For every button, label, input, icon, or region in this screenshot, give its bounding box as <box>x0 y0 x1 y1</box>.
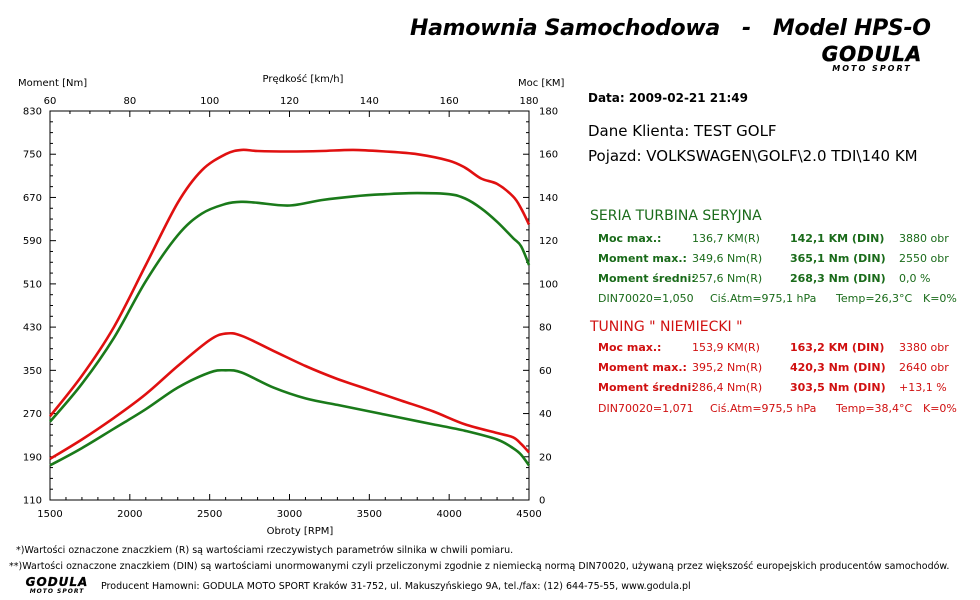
bottom-tick-label: 1500 <box>37 509 62 520</box>
series-group <box>48 148 531 467</box>
left-ticks: 110 190 270 350 430 510 590 670 750 830 <box>23 107 56 507</box>
left-tick-label: 190 <box>23 452 42 463</box>
row-label: Moc max.: <box>598 232 662 245</box>
power-curve-green <box>49 368 531 467</box>
row-extra: +13,1 % <box>899 381 947 394</box>
din-factor: DIN70020=1,050 <box>598 292 694 305</box>
left-tick-label: 750 <box>23 150 42 161</box>
k-factor: K=0% <box>923 402 957 415</box>
atm-pressure: Ciś.Atm=975,5 hPa <box>710 402 817 415</box>
logo-word: GODULA <box>25 575 89 589</box>
serial-section-title: SERIA TURBINA SERYJNA <box>590 208 762 224</box>
logo-sub: MOTO SPORT <box>29 588 85 595</box>
top-tick-label: 60 <box>44 96 57 107</box>
vehicle-name: Pojazd: VOLKSWAGEN\GOLF\2.0 TDI\140 KM <box>588 147 918 165</box>
left-tick-label: 350 <box>23 366 42 377</box>
row-extra: 3380 obr <box>899 341 949 354</box>
logo-word: GODULA <box>821 42 923 66</box>
left-tick-label: 510 <box>23 279 42 290</box>
producer-info: Producent Hamowni: GODULA MOTO SPORT Kra… <box>101 581 691 592</box>
right-tick-label: 120 <box>539 236 558 247</box>
row-r-value: 395,2 Nm(R) <box>692 361 763 374</box>
power-curve-red <box>49 331 530 461</box>
row-extra: 0,0 % <box>899 272 931 285</box>
top-tick-label: 180 <box>519 96 538 107</box>
tuning-section-title: TUNING " NIEMIECKI " <box>590 319 743 335</box>
right-tick-label: 60 <box>539 366 552 377</box>
row-din-value: 142,1 KM (DIN) <box>790 232 885 245</box>
top-tick-label: 160 <box>440 96 459 107</box>
atm-pressure: Ciś.Atm=975,1 hPa <box>710 292 817 305</box>
right-tick-label: 160 <box>539 150 558 161</box>
right-tick-label: 140 <box>539 193 558 204</box>
bottom-ticks: 1500 2000 2500 3000 3500 4000 4500 <box>37 494 542 520</box>
bottom-tick-label: 3500 <box>357 509 382 520</box>
bottom-axis-title: Obroty [RPM] <box>267 526 334 537</box>
k-factor: K=0% <box>923 292 957 305</box>
row-din-value: 163,2 KM (DIN) <box>790 341 885 354</box>
left-axis-title: Moment [Nm] <box>18 78 87 89</box>
row-din-value: 365,1 Nm (DIN) <box>790 252 886 265</box>
top-tick-label: 120 <box>280 96 299 107</box>
row-din-value: 268,3 Nm (DIN) <box>790 272 886 285</box>
torque-curve-green <box>49 191 531 423</box>
row-extra: 2640 obr <box>899 361 949 374</box>
row-label: Moment max.: <box>598 252 687 265</box>
left-tick-label: 590 <box>23 236 42 247</box>
bottom-tick-label: 3000 <box>277 509 302 520</box>
page-title: Hamownia Samochodowa - Model HPS-O <box>410 16 931 41</box>
row-din-value: 420,3 Nm (DIN) <box>790 361 886 374</box>
logo-sub: MOTO SPORT <box>832 64 912 73</box>
row-extra: 3880 obr <box>899 232 949 245</box>
row-din-value: 303,5 Nm (DIN) <box>790 381 886 394</box>
row-label: Moment max.: <box>598 361 687 374</box>
right-tick-label: 20 <box>539 452 552 463</box>
left-tick-label: 270 <box>23 409 42 420</box>
row-label: Moc max.: <box>598 341 662 354</box>
row-r-value: 286,4 Nm(R) <box>692 381 763 394</box>
left-tick-label: 430 <box>23 323 42 334</box>
top-tick-label: 100 <box>200 96 219 107</box>
godula-logo: GODULA MOTO SPORT <box>812 44 932 76</box>
torque-curve-red <box>48 148 531 418</box>
godula-logo-small: GODULA MOTO SPORT <box>20 576 94 596</box>
right-ticks: 0 20 40 60 80 100 120 140 160 180 <box>523 107 558 507</box>
row-r-value: 153,9 KM(R) <box>692 341 760 354</box>
right-tick-label: 80 <box>539 323 552 334</box>
right-tick-label: 100 <box>539 279 558 290</box>
left-tick-label: 830 <box>23 107 42 118</box>
left-tick-label: 110 <box>23 496 42 507</box>
right-tick-label: 40 <box>539 409 552 420</box>
plot-frame <box>49 110 530 501</box>
din-factor: DIN70020=1,071 <box>598 402 694 415</box>
right-tick-label: 0 <box>539 496 545 507</box>
top-tick-label: 140 <box>360 96 379 107</box>
top-ticks: 60 80 100 120 140 160 180 <box>44 96 539 117</box>
temperature: Temp=38,4°C <box>836 402 913 415</box>
right-axis-title: Moc [KM] <box>518 78 565 89</box>
row-r-value: 349,6 Nm(R) <box>692 252 763 265</box>
bottom-tick-label: 4500 <box>516 509 541 520</box>
row-r-value: 257,6 Nm(R) <box>692 272 763 285</box>
footnote-r: *)Wartości oznaczone znaczkiem (R) są wa… <box>16 545 514 556</box>
row-r-value: 136,7 KM(R) <box>692 232 760 245</box>
bottom-tick-label: 4000 <box>436 509 461 520</box>
left-tick-label: 670 <box>23 193 42 204</box>
top-tick-label: 80 <box>123 96 136 107</box>
row-label: Moment średni: <box>598 272 696 285</box>
footnote-din: **)Wartości oznaczone znaczkiem (DIN) są… <box>9 561 950 572</box>
client-name: Dane Klienta: TEST GOLF <box>588 122 777 140</box>
right-tick-label: 180 <box>539 107 558 118</box>
test-date: Data: 2009-02-21 21:49 <box>588 91 749 105</box>
row-extra: 2550 obr <box>899 252 949 265</box>
temperature: Temp=26,3°C <box>836 292 913 305</box>
bottom-tick-label: 2500 <box>197 509 222 520</box>
bottom-tick-label: 2000 <box>117 509 142 520</box>
top-axis-title: Prędkość [km/h] <box>263 73 344 85</box>
row-label: Moment średni: <box>598 381 696 394</box>
